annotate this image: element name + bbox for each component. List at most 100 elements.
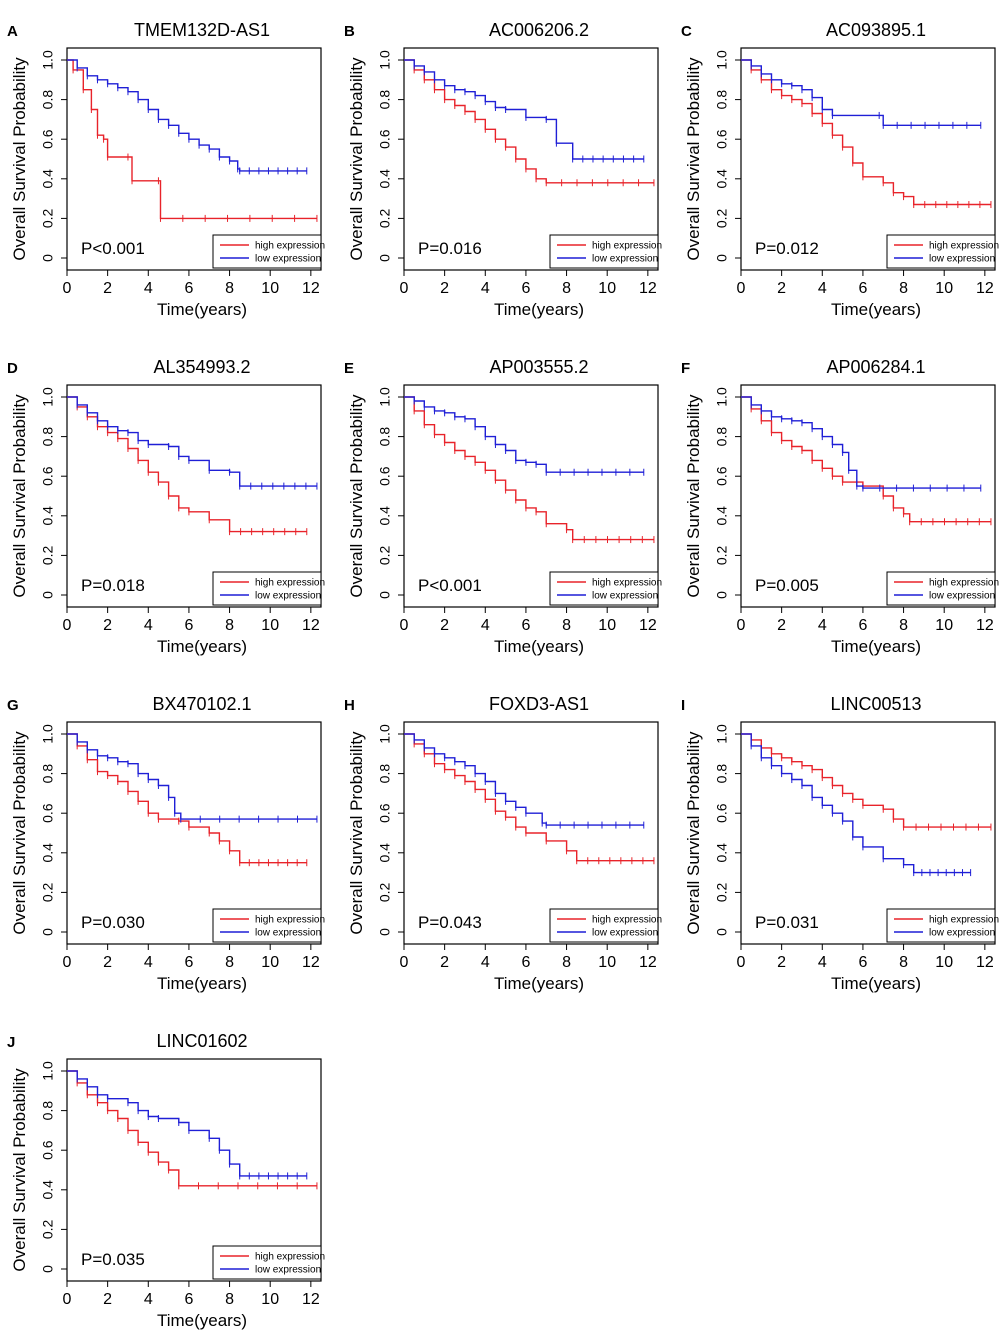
high-expression-curve [741, 733, 991, 828]
y-axis-label: Overall Survival Probability [10, 731, 29, 935]
high-expression-curve [67, 733, 307, 864]
high-expression-curve [404, 733, 654, 862]
legend-high-label: high expression [255, 241, 325, 252]
y-tick-label: 1.0 [377, 387, 393, 407]
x-axis-label: Time(years) [494, 300, 584, 319]
low-expression-curve [67, 1070, 307, 1177]
chart-title: AP003555.2 [489, 357, 588, 377]
p-value: P<0.001 [81, 239, 145, 258]
x-tick-label: 6 [858, 617, 867, 634]
plot-frame [403, 721, 659, 945]
y-tick-label: 0.2 [714, 208, 730, 228]
high-expression-curve [67, 1070, 317, 1187]
x-tick-label: 4 [144, 1291, 153, 1308]
panel-j: J LINC01602 0 0.2 0.4 0.6 0.8 1.0 0 2 4 6 8 10 12 Time(… [7, 1031, 325, 1330]
x-tick-label: 2 [777, 280, 786, 297]
panel-letter: H [344, 697, 355, 714]
plot-frame [66, 721, 322, 945]
high-expression-curve [67, 396, 307, 533]
legend-box [549, 908, 659, 943]
legend-high-label: high expression [255, 915, 325, 926]
y-tick-label: 0 [40, 1265, 56, 1273]
x-tick-label: 10 [935, 617, 953, 634]
y-tick-label: 0.8 [377, 427, 393, 447]
legend-high-label: high expression [929, 915, 999, 926]
x-tick-label: 2 [103, 617, 112, 634]
y-tick-label: 0.8 [714, 764, 730, 784]
y-tick-label: 1.0 [377, 50, 393, 70]
chart-title: FOXD3-AS1 [489, 694, 589, 714]
x-tick-label: 0 [63, 280, 72, 297]
p-value: P=0.031 [755, 913, 819, 932]
x-tick-label: 4 [481, 617, 490, 634]
x-tick-label: 6 [858, 954, 867, 971]
x-tick-label: 2 [440, 280, 449, 297]
y-tick-label: 1.0 [40, 1061, 56, 1081]
x-tick-label: 4 [818, 954, 827, 971]
x-tick-label: 12 [976, 617, 994, 634]
y-tick-label: 0.6 [714, 466, 730, 486]
x-tick-label: 0 [63, 1291, 72, 1308]
y-tick-label: 0 [377, 591, 393, 599]
y-tick-label: 0.2 [714, 882, 730, 902]
panel-letter: B [344, 23, 355, 40]
panel-letter: E [344, 360, 354, 377]
x-tick-label: 0 [400, 617, 409, 634]
y-tick-label: 0.8 [40, 764, 56, 784]
low-expression-curve [404, 733, 644, 826]
x-tick-label: 2 [103, 280, 112, 297]
x-tick-label: 8 [225, 954, 234, 971]
x-tick-label: 12 [302, 280, 320, 297]
panel-letter: I [681, 697, 685, 714]
y-tick-label: 0.4 [40, 506, 56, 526]
legend-low-label: low expression [255, 1265, 321, 1276]
y-tick-label: 0 [377, 254, 393, 262]
x-tick-label: 12 [976, 954, 994, 971]
chart-title: BX470102.1 [152, 694, 251, 714]
chart-title: AP006284.1 [826, 357, 925, 377]
chart-title: AC006206.2 [489, 20, 589, 40]
x-tick-label: 6 [858, 280, 867, 297]
y-tick-label: 0.8 [40, 90, 56, 110]
x-tick-label: 12 [302, 954, 320, 971]
y-axis-label: Overall Survival Probability [347, 57, 366, 261]
x-axis-label: Time(years) [157, 637, 247, 656]
low-expression-curve [67, 59, 307, 172]
y-tick-label: 0.4 [714, 843, 730, 863]
panel-a: A TMEM132D-AS1 0 0.2 0.4 0.6 0.8 1.0 0 2 4 6 8 10 12 Ti… [7, 20, 325, 319]
y-tick-label: 0.2 [377, 208, 393, 228]
y-tick-label: 0.4 [40, 843, 56, 863]
plot-frame [740, 47, 996, 271]
p-value: P=0.018 [81, 576, 145, 595]
panel-h: H FOXD3-AS1 0 0.2 0.4 0.6 0.8 1.0 0 2 4 6 8 10 12 Time(… [344, 694, 662, 993]
plot-frame [403, 47, 659, 271]
legend-high-label: high expression [929, 578, 999, 589]
y-tick-label: 0 [40, 928, 56, 936]
x-tick-label: 10 [261, 280, 279, 297]
x-tick-label: 2 [777, 617, 786, 634]
y-tick-label: 1.0 [40, 387, 56, 407]
p-value: P=0.012 [755, 239, 819, 258]
legend-low-label: low expression [592, 928, 658, 939]
p-value: P=0.005 [755, 576, 819, 595]
x-tick-label: 2 [440, 617, 449, 634]
panel-letter: C [681, 23, 692, 40]
y-tick-label: 0 [40, 254, 56, 262]
plot-frame [66, 384, 322, 608]
p-value: P=0.030 [81, 913, 145, 932]
x-tick-label: 2 [103, 954, 112, 971]
x-tick-label: 12 [976, 280, 994, 297]
x-tick-label: 4 [818, 280, 827, 297]
p-value: P=0.043 [418, 913, 482, 932]
y-tick-label: 0.6 [40, 129, 56, 149]
legend-box [886, 234, 996, 269]
panel-b: B AC006206.2 0 0.2 0.4 0.6 0.8 1.0 0 2 4 6 8 10 12 Time… [344, 20, 662, 319]
x-tick-label: 6 [521, 617, 530, 634]
y-tick-label: 0.8 [40, 427, 56, 447]
legend-high-label: high expression [592, 915, 662, 926]
plot-frame [740, 384, 996, 608]
legend-high-label: high expression [592, 578, 662, 589]
low-expression-curve [404, 396, 644, 473]
y-tick-label: 0.6 [40, 466, 56, 486]
x-axis-label: Time(years) [831, 300, 921, 319]
